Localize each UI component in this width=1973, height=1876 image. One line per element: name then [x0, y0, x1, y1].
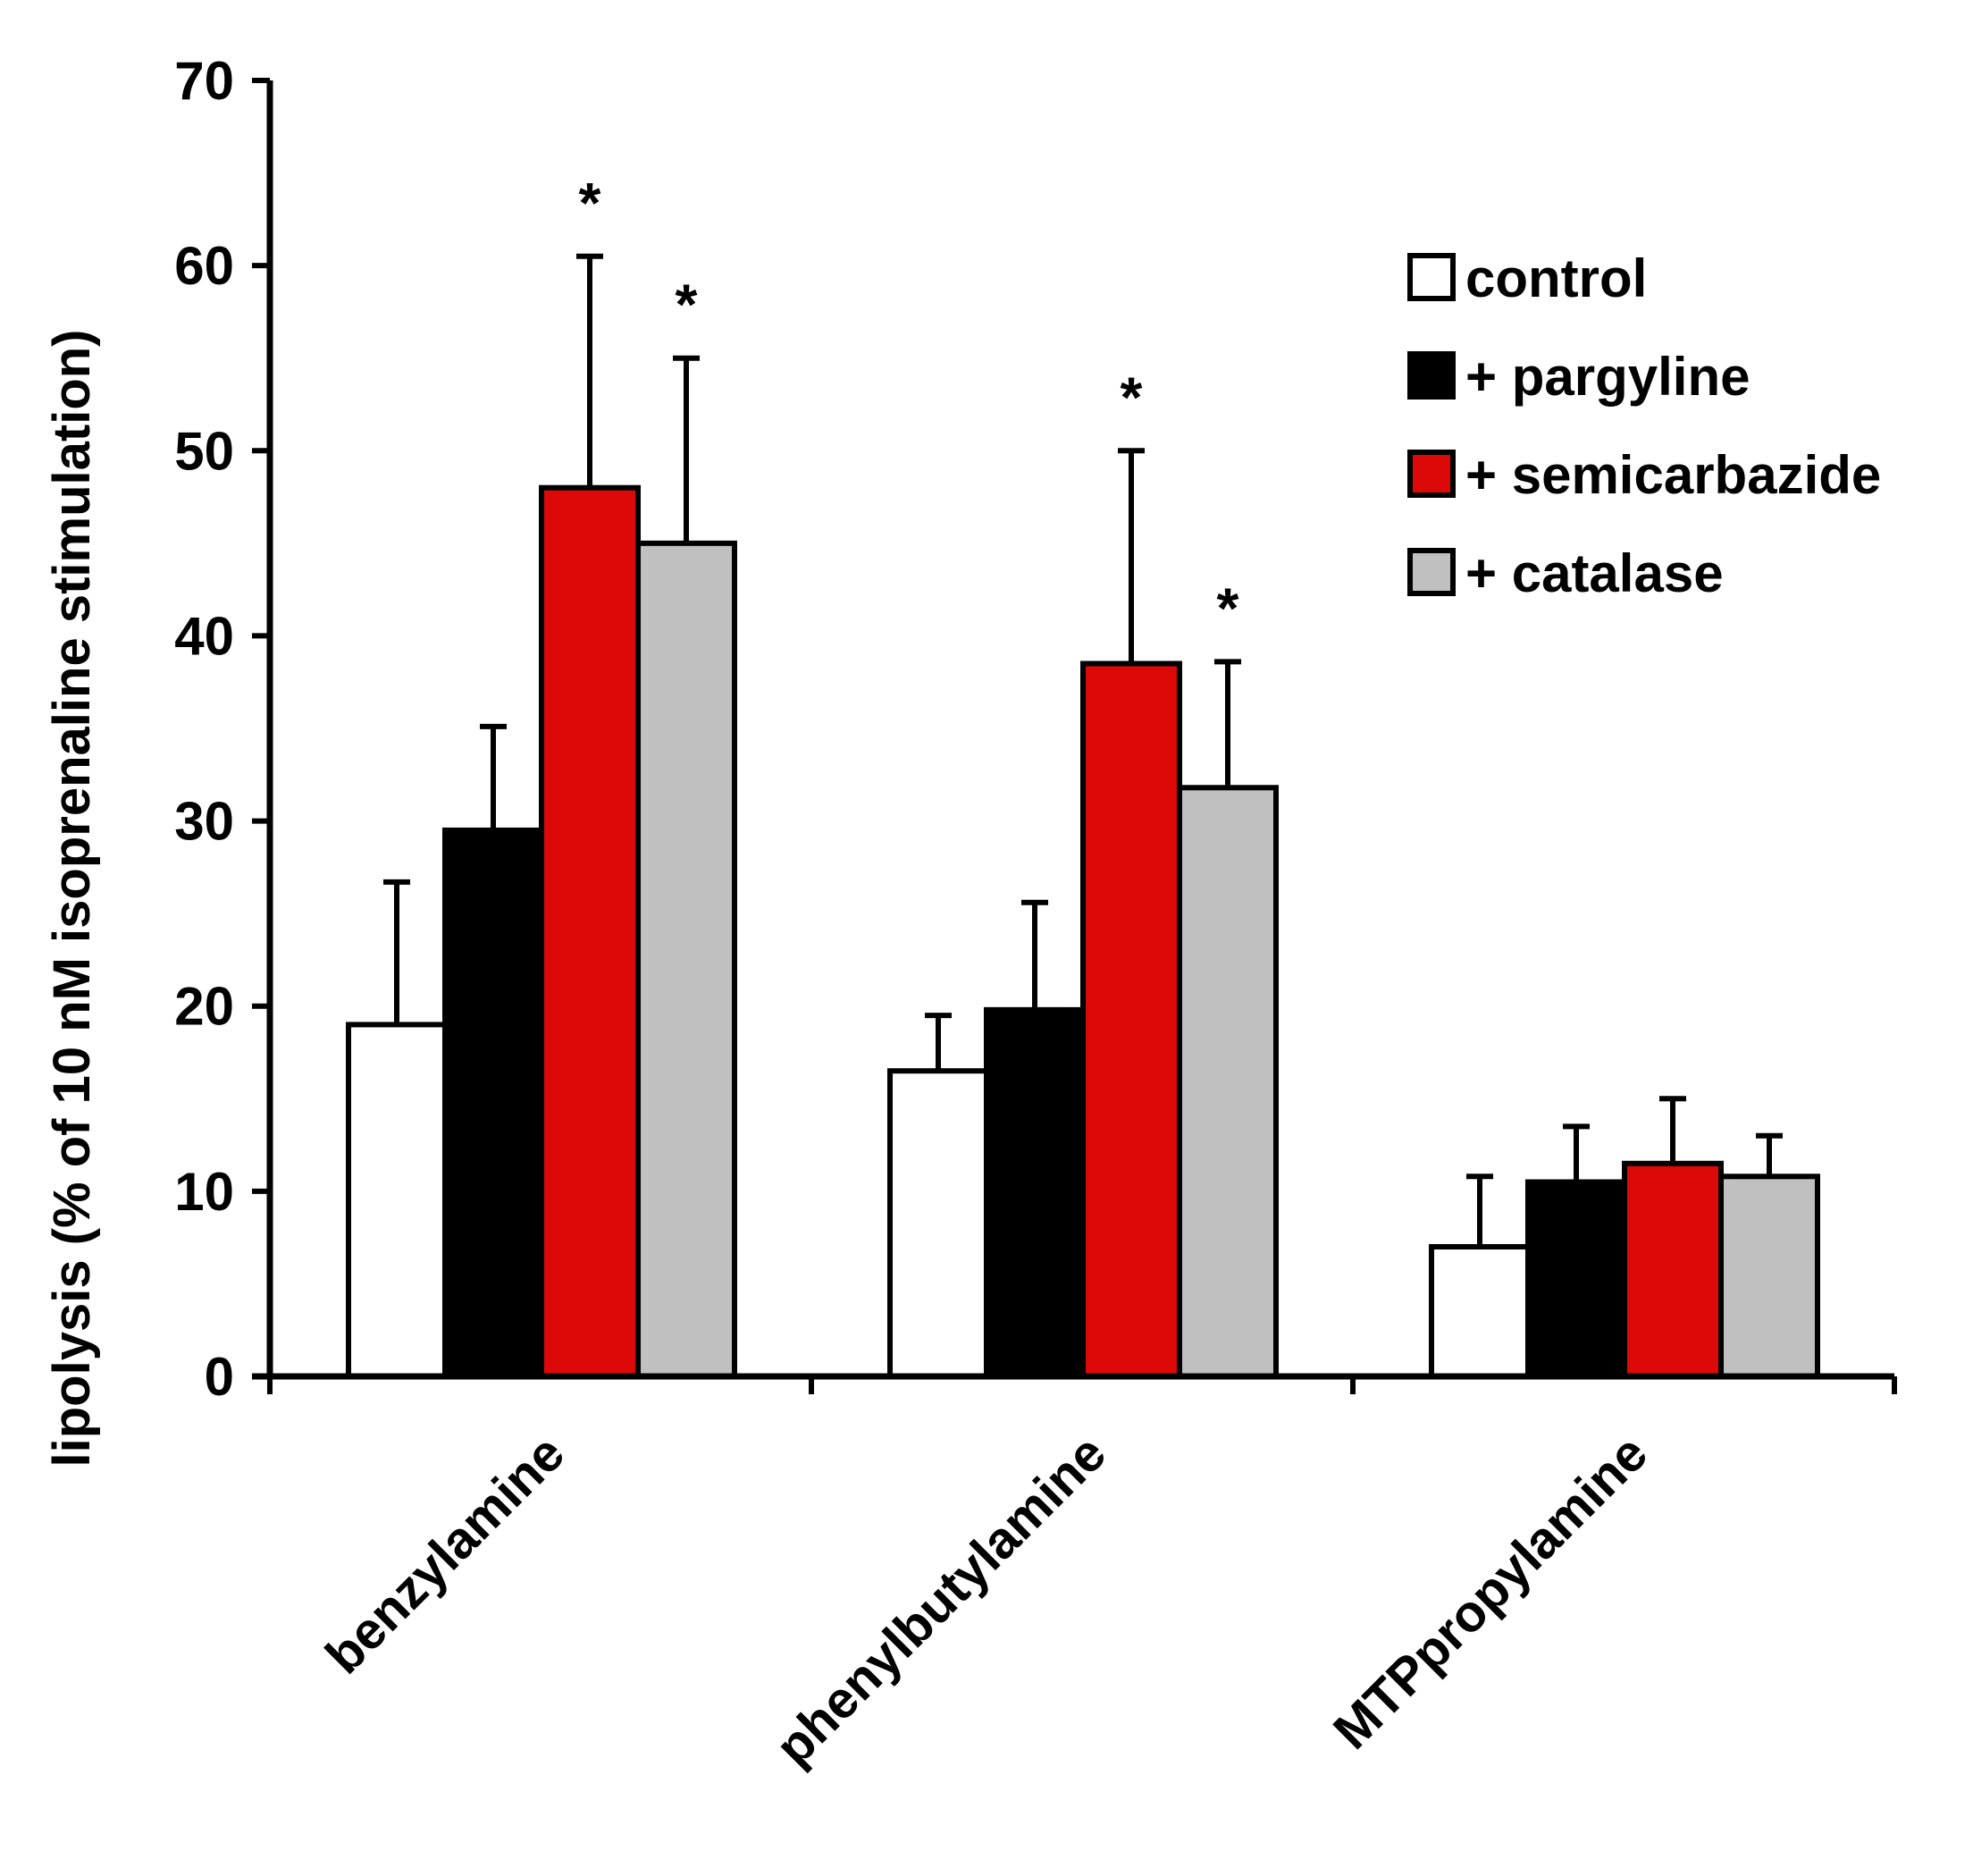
bar: [635, 540, 737, 1379]
legend-swatch: [1407, 253, 1456, 301]
legend-swatch: [1407, 548, 1456, 596]
legend-swatch: [1407, 351, 1456, 400]
x-category-label: benzylamine: [315, 1424, 575, 1685]
bar: [1080, 660, 1182, 1379]
legend-label: + semicarbazide: [1465, 445, 1881, 505]
labels-layer: * * * * 0 10 20 30 40 50 60 70 benzylamine phenylbuty…: [43, 51, 1658, 1777]
legend-label: + pargyline: [1465, 347, 1750, 407]
bar: [346, 1022, 448, 1380]
bar: [1622, 1160, 1724, 1380]
y-tick-label: 10: [174, 1162, 234, 1222]
legend-label: + catalase: [1465, 543, 1724, 603]
bars-layer: [346, 484, 1820, 1380]
significance-marker: *: [1121, 365, 1143, 429]
legend-swatch: [1407, 450, 1456, 498]
legend: control + pargyline + semicarbazide + catal…: [1407, 248, 1881, 603]
y-tick-label: 0: [205, 1347, 234, 1407]
significance-marker: *: [676, 273, 698, 337]
axes-layer: [252, 78, 1897, 1394]
bar: [442, 827, 544, 1379]
error-bars-layer: [383, 253, 1783, 1247]
bar: [1177, 785, 1279, 1379]
y-tick-label: 40: [174, 606, 234, 666]
bar: [1429, 1244, 1531, 1379]
x-category-label: phenylbutylamine: [765, 1424, 1118, 1777]
bar: [984, 1006, 1086, 1380]
y-axis-label: lipolysis (% of 10 nM isoprenaline stimu…: [43, 330, 101, 1468]
y-tick-label: 20: [174, 977, 234, 1037]
legend-label: control: [1465, 248, 1647, 308]
y-tick-label: 50: [174, 421, 234, 481]
y-tick-label: 60: [174, 236, 234, 296]
bar: [1525, 1179, 1627, 1379]
x-category-label: MTPpropylamine: [1322, 1424, 1658, 1760]
bar: [539, 484, 641, 1379]
bar: [887, 1068, 989, 1379]
significance-marker: *: [1217, 576, 1239, 640]
bar: [1718, 1174, 1820, 1380]
y-tick-label: 30: [174, 792, 234, 852]
significance-marker: *: [579, 171, 601, 235]
y-tick-label: 70: [174, 51, 234, 111]
